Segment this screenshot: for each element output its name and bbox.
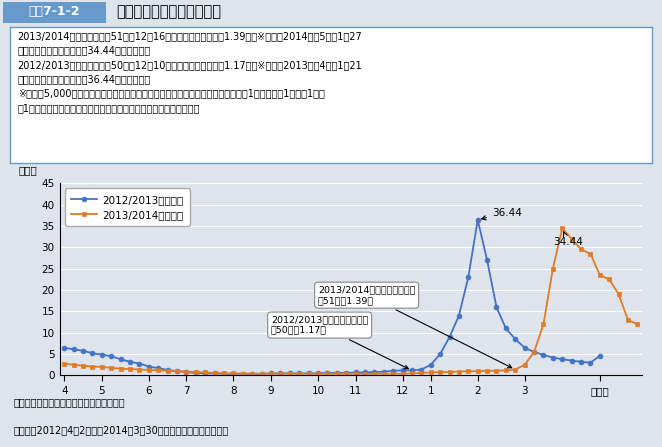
2013/2014シーズン [634, 321, 641, 327]
Text: 36.44: 36.44 [482, 207, 522, 220]
2013/2014シーズン [60, 361, 68, 366]
Text: 資料：厚生労働省「感染症発生動向調査」: 資料：厚生労働省「感染症発生動向調査」 [13, 397, 124, 407]
2013/2014シーズン [558, 226, 566, 231]
Line: 2013/2014シーズン: 2013/2014シーズン [62, 226, 640, 376]
2012/2013シーズン [220, 371, 228, 376]
2012/2013シーズン [474, 217, 482, 223]
2013/2014シーズン [211, 370, 218, 375]
Text: （注）　2012年4月2日から2014年3月30日の報告まで／厚生労働省: （注） 2012年4月2日から2014年3月30日の報告まで／厚生労働省 [13, 425, 228, 435]
2013/2014シーズン [352, 371, 359, 376]
Legend: 2012/2013シーズン, 2013/2014シーズン: 2012/2013シーズン, 2013/2014シーズン [65, 189, 190, 226]
2013/2014シーズン [577, 247, 585, 252]
Text: 2012/2013シーズン流行入り
第50週（1.17）: 2012/2013シーズン流行入り 第50週（1.17） [271, 316, 408, 369]
Text: （人）: （人） [19, 165, 38, 176]
Text: インフルエンザの流行状況: インフルエンザの流行状況 [116, 4, 221, 19]
2012/2013シーズン [60, 345, 68, 350]
2012/2013シーズン [596, 353, 604, 358]
FancyBboxPatch shape [3, 2, 106, 23]
Text: 2013/2014シーズンは、第51週（12月16日の週）に流行入り（1.39）（※）し、2014年第5週（1月27
日の週）に流行のピーク（34.44）を迎え: 2013/2014シーズンは、第51週（12月16日の週）に流行入り（1.39）… [18, 31, 362, 113]
2012/2013シーズン [464, 274, 472, 280]
2013/2014シーズン [417, 370, 425, 375]
2013/2014シーズン [173, 368, 181, 374]
Text: 図表7-1-2: 図表7-1-2 [29, 5, 80, 18]
2013/2014シーズン [239, 371, 247, 376]
2012/2013シーズン [530, 349, 538, 354]
2012/2013シーズン [427, 362, 435, 367]
Text: 34.44: 34.44 [553, 232, 583, 248]
Text: 2013/2014シーズン流行入り
第51週（1.39）: 2013/2014シーズン流行入り 第51週（1.39） [318, 286, 512, 368]
2013/2014シーズン [107, 365, 115, 371]
2012/2013シーズン [192, 370, 200, 375]
2012/2013シーズン [577, 359, 585, 364]
2012/2013シーズン [183, 369, 191, 375]
Line: 2012/2013シーズン: 2012/2013シーズン [62, 217, 602, 376]
